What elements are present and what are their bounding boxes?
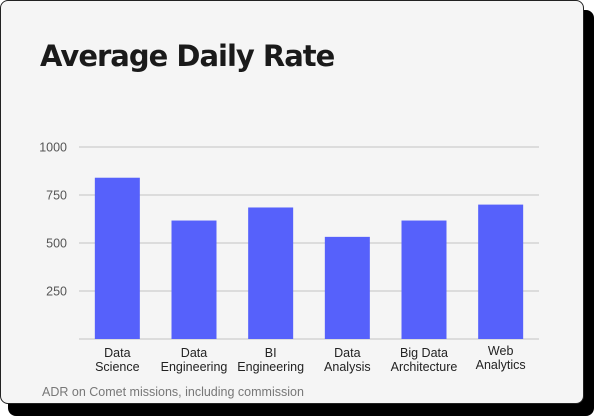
bars xyxy=(94,177,524,339)
bar xyxy=(248,207,294,339)
y-tick-label: 750 xyxy=(46,189,67,203)
bar xyxy=(401,220,447,339)
y-tick-label: 1000 xyxy=(39,141,67,155)
x-tick-label: Web Analytics xyxy=(476,344,526,372)
x-tick-label: Big Data Architecture xyxy=(391,346,458,374)
bar xyxy=(324,236,370,339)
x-tick-label: BI Engineering xyxy=(237,346,304,374)
bar xyxy=(171,220,217,339)
x-tick-label: Data Science xyxy=(95,346,140,374)
y-tick-label: 250 xyxy=(46,285,67,299)
y-gridlines xyxy=(79,146,539,340)
y-axis-ticks: 250 500 750 1000 xyxy=(39,141,67,299)
chart-footnote: ADR on Comet missions, including commiss… xyxy=(42,385,304,399)
x-axis-labels: Data Science Data Engineering BI Engineering D… xyxy=(95,344,526,374)
y-tick-label: 500 xyxy=(46,237,67,251)
bar xyxy=(478,204,524,339)
x-tick-label: Data Engineering xyxy=(161,346,228,374)
x-tick-label: Data Analysis xyxy=(324,346,371,374)
chart-title: Average Daily Rate xyxy=(40,39,335,73)
bar xyxy=(94,177,140,339)
